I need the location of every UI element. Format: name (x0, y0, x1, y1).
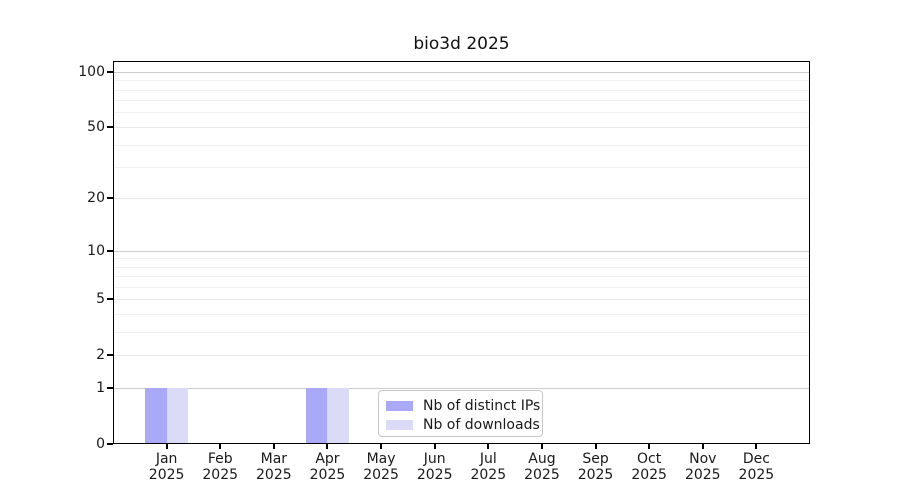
x-tick-month: Jul (479, 451, 497, 467)
minor-gridline (113, 80, 810, 82)
minor-gridline (113, 266, 810, 268)
plot-area (113, 61, 810, 444)
minor-gridline (113, 144, 810, 146)
x-tick-year: 2025 (738, 467, 775, 483)
y-tick-mark (107, 125, 113, 128)
x-tick-year: 2025 (148, 467, 185, 483)
mid-gridline (113, 355, 810, 357)
x-tick-year: 2025 (309, 467, 346, 483)
x-tick-mark (648, 444, 651, 449)
x-tick-month: Jun (423, 451, 446, 467)
minor-gridline (113, 258, 810, 260)
x-tick-month: Nov (689, 451, 717, 467)
mid-gridline (113, 198, 810, 200)
minor-gridline (113, 287, 810, 289)
nb-of-distinct-ips-bar (305, 388, 328, 444)
x-tick-month: May (366, 451, 396, 467)
x-tick-label: Jul 2025 (456, 451, 520, 483)
x-tick-mark (219, 444, 222, 449)
minor-gridline (113, 314, 810, 316)
major-gridline (113, 388, 810, 390)
nb-of-distinct-ips-bar (145, 388, 167, 444)
x-tick-year: 2025 (202, 467, 239, 483)
x-tick-label: Aug 2025 (510, 451, 574, 483)
mid-gridline (113, 126, 810, 128)
nb-of-downloads-bar (327, 388, 349, 444)
major-gridline (113, 71, 810, 73)
x-tick-mark (165, 444, 168, 449)
x-tick-month: Dec (742, 451, 770, 467)
x-tick-label: May 2025 (349, 451, 413, 483)
x-tick-month: Mar (260, 451, 288, 467)
minor-gridline (113, 100, 810, 102)
y-tick-label: 50 (87, 118, 105, 135)
x-tick-label: Jan 2025 (135, 451, 199, 483)
x-tick-year: 2025 (470, 467, 507, 483)
x-tick-label: Apr 2025 (295, 451, 359, 483)
x-tick-mark (380, 444, 383, 449)
minor-gridline (113, 167, 810, 169)
x-tick-label: Jun 2025 (403, 451, 467, 483)
x-tick-label: Dec 2025 (724, 451, 788, 483)
x-tick-month: Jan (155, 451, 178, 467)
x-tick-year: 2025 (256, 467, 292, 483)
y-tick-mark (107, 354, 113, 357)
x-tick-month: Apr (315, 451, 340, 467)
x-tick-mark (540, 444, 543, 449)
x-tick-year: 2025 (524, 467, 560, 483)
y-tick-mark (107, 70, 113, 73)
legend-label: Nb of downloads (423, 416, 540, 433)
y-tick-mark (107, 197, 113, 200)
x-tick-month: Sep (582, 451, 609, 467)
nb-of-downloads-swatch (386, 419, 413, 430)
x-tick-mark (594, 444, 597, 449)
x-tick-mark (487, 444, 490, 449)
minor-gridline (113, 112, 810, 114)
y-tick-label: 5 (96, 291, 105, 308)
legend: Nb of distinct IPs Nb of downloads (378, 390, 543, 437)
legend-item: Nb of downloads (379, 415, 542, 434)
y-tick-mark (107, 298, 113, 301)
x-tick-year: 2025 (363, 467, 399, 483)
y-tick-label: 20 (87, 190, 105, 207)
x-tick-label: Sep 2025 (564, 451, 628, 483)
nb-of-distinct-ips-swatch (386, 400, 413, 411)
minor-gridline (113, 332, 810, 334)
legend-label: Nb of distinct IPs (423, 397, 541, 414)
x-tick-mark (326, 444, 329, 449)
y-tick-mark (107, 387, 113, 390)
minor-gridline (113, 89, 810, 91)
x-tick-label: Oct 2025 (617, 451, 681, 483)
minor-gridline (113, 276, 810, 278)
x-tick-year: 2025 (631, 467, 667, 483)
x-tick-month: Aug (528, 451, 556, 467)
y-tick-label: 10 (87, 242, 105, 259)
y-tick-mark (107, 249, 113, 252)
y-tick-mark (107, 443, 113, 445)
x-tick-mark (701, 444, 704, 449)
x-tick-mark (433, 444, 436, 449)
y-tick-label: 100 (78, 63, 105, 80)
x-tick-month: Oct (637, 451, 662, 467)
x-tick-year: 2025 (416, 467, 453, 483)
mid-gridline (113, 299, 810, 301)
x-tick-label: Nov 2025 (671, 451, 735, 483)
chart-title: bio3d 2025 (413, 34, 510, 54)
nb-of-downloads-bar (166, 388, 189, 444)
legend-item: Nb of distinct IPs (379, 396, 542, 415)
x-tick-label: Feb 2025 (188, 451, 252, 483)
major-gridline (113, 250, 810, 252)
x-tick-month: Feb (207, 451, 233, 467)
y-tick-label: 0 (96, 436, 105, 452)
x-tick-year: 2025 (684, 467, 721, 483)
x-tick-label: Mar 2025 (242, 451, 306, 483)
x-tick-year: 2025 (577, 467, 614, 483)
y-tick-label: 2 (96, 347, 105, 364)
y-tick-label: 1 (96, 380, 105, 397)
x-tick-mark (755, 444, 758, 449)
x-tick-mark (272, 444, 275, 449)
